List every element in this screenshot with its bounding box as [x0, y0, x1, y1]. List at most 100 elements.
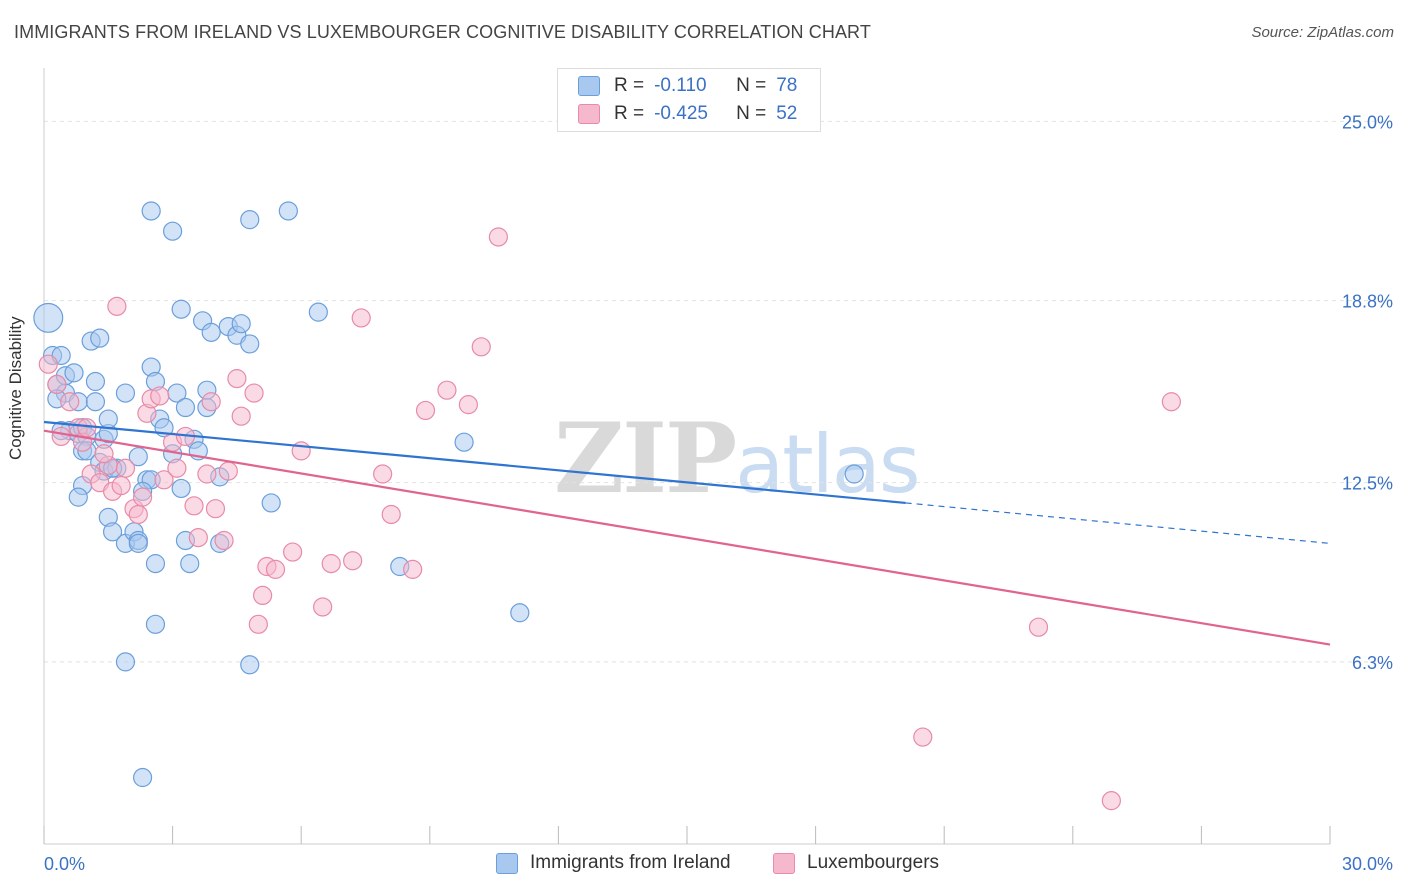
- y-tick-label: 25.0%: [1342, 112, 1393, 132]
- legend-r-value: -0.110: [654, 75, 707, 96]
- luxembourger-point: [381, 504, 401, 525]
- series-legend-ireland: Immigrants from Ireland: [496, 852, 731, 874]
- ireland-point: [115, 652, 136, 672]
- luxembourger-point: [111, 475, 131, 496]
- legend-n-label: N =: [736, 103, 767, 124]
- ireland-point: [68, 487, 88, 507]
- legend-swatch-luxembourgers: [578, 104, 600, 124]
- ireland-point: [98, 409, 118, 429]
- ireland-point: [145, 614, 166, 634]
- ireland-point: [102, 522, 123, 542]
- series-legend-luxembourgers: Luxembourgers: [773, 852, 939, 874]
- luxembourger-point: [94, 444, 114, 464]
- luxembourger-point: [218, 461, 238, 481]
- legend-r-label: R =: [614, 75, 645, 96]
- ireland-point: [115, 383, 136, 403]
- ireland-point: [128, 533, 148, 553]
- luxembourger-point: [107, 296, 127, 316]
- luxembourger-point: [488, 227, 508, 247]
- legend-n-value: 78: [776, 75, 798, 96]
- ireland-point: [171, 478, 191, 499]
- ireland-point: [308, 302, 328, 322]
- luxembourger-point: [115, 458, 136, 478]
- luxembourger-point: [188, 527, 208, 548]
- luxembourger-point: [415, 400, 436, 421]
- luxembourger-point: [51, 426, 71, 447]
- ireland-point: [180, 554, 200, 574]
- legend-n-value: 52: [776, 103, 798, 124]
- luxembourger-point: [458, 395, 478, 415]
- luxembourger-point: [227, 369, 247, 389]
- ireland-point: [240, 655, 260, 675]
- watermark: ZIPatlas: [554, 402, 921, 515]
- ireland-trend-line: [43, 420, 906, 505]
- luxembourger-point: [1028, 617, 1049, 637]
- luxembourger-point: [1101, 791, 1121, 811]
- luxembourger-point: [184, 496, 204, 516]
- luxembourger-point: [205, 499, 226, 519]
- luxembourger-point: [150, 386, 170, 406]
- ireland-point: [145, 554, 166, 574]
- legend-r-value: -0.425: [654, 103, 708, 124]
- x-tick-label: 0.0%: [44, 854, 85, 874]
- ireland-point: [128, 447, 148, 467]
- ireland-point: [171, 299, 191, 319]
- luxembourger-point: [321, 554, 341, 574]
- luxembourger-point: [60, 392, 80, 412]
- ireland-point: [454, 432, 474, 452]
- ireland-point: [85, 371, 106, 392]
- ireland-point: [240, 334, 260, 354]
- luxembourger-point: [471, 337, 491, 357]
- luxembourger-point: [154, 470, 174, 490]
- luxembourger-point: [913, 727, 933, 747]
- luxembourger-point: [343, 551, 363, 571]
- legend-swatch-ireland: [578, 76, 600, 96]
- ireland-point: [278, 201, 298, 221]
- series-name-luxembourgers: Luxembourgers: [807, 852, 940, 873]
- ireland-point: [132, 767, 153, 788]
- y-tick-label: 6.3%: [1352, 653, 1393, 673]
- ireland-point: [90, 328, 110, 348]
- ireland-point: [33, 302, 64, 333]
- luxembourger-point: [313, 597, 333, 617]
- legend-n-label: N =: [736, 75, 767, 96]
- luxembourger-point: [197, 464, 217, 484]
- series-legend: Immigrants from Ireland Luxembourgers: [0, 852, 1406, 876]
- ireland-point: [844, 464, 864, 484]
- y-axis-label: Cognitive Disability: [6, 316, 25, 460]
- luxembourger-point: [351, 308, 371, 328]
- ireland-point: [201, 322, 221, 342]
- legend-row-ireland: R = -0.110 N = 78: [578, 73, 797, 99]
- ireland-point: [240, 210, 260, 230]
- ireland-point: [64, 363, 84, 383]
- luxembourger-point: [244, 383, 264, 403]
- legend-row-luxembourgers: R = -0.425 N = 52: [578, 101, 797, 127]
- legend-r-label: R =: [614, 103, 645, 124]
- luxembourger-point: [167, 458, 187, 478]
- ireland-point: [163, 221, 183, 241]
- luxembourger-point: [403, 559, 423, 579]
- luxembourger-point: [248, 614, 268, 634]
- luxembourger-point: [437, 380, 457, 400]
- ireland-point: [510, 603, 530, 623]
- series-name-ireland: Immigrants from Ireland: [530, 852, 731, 873]
- y-tick-label: 12.5%: [1342, 474, 1393, 494]
- luxembourger-point: [373, 464, 393, 484]
- luxembourger-point: [231, 406, 251, 426]
- luxembourger-point: [47, 374, 67, 394]
- luxembourger-point: [214, 530, 234, 551]
- luxembourger-trend-line: [43, 429, 1331, 646]
- ireland-point: [85, 392, 106, 412]
- stats-legend: R = -0.110 N = 78 R = -0.425 N = 52: [557, 68, 821, 132]
- luxembourger-point: [77, 418, 97, 438]
- x-tick-label: 30.0%: [1342, 854, 1393, 874]
- series-swatch-luxembourgers: [773, 852, 795, 874]
- ireland-point: [231, 314, 251, 334]
- ireland-trend-extension: [905, 502, 1331, 544]
- source-label: Source: ZipAtlas.com: [1251, 24, 1394, 41]
- ireland-point: [141, 201, 161, 221]
- luxembourger-point: [201, 392, 221, 412]
- series-swatch-ireland: [496, 852, 518, 874]
- chart-title: IMMIGRANTS FROM IRELAND VS LUXEMBOURGER …: [14, 22, 871, 42]
